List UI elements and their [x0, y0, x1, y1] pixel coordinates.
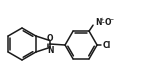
Text: +: + — [99, 17, 103, 22]
Text: Cl: Cl — [103, 41, 111, 51]
Text: N: N — [95, 18, 102, 27]
Text: O: O — [47, 34, 53, 43]
Text: O: O — [105, 18, 112, 27]
Text: N: N — [47, 46, 54, 55]
Text: −: − — [110, 17, 114, 22]
Text: -: - — [102, 18, 104, 27]
